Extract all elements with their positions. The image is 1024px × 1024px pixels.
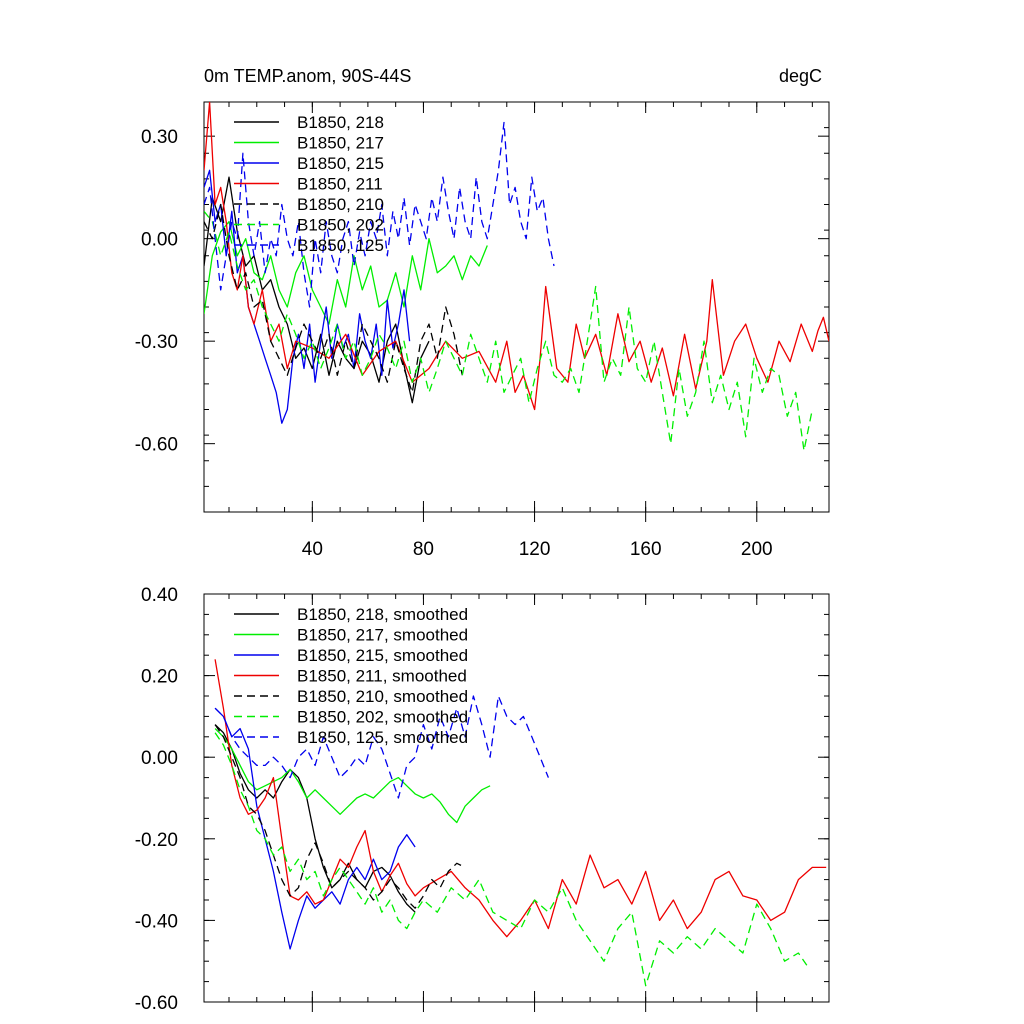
y-tick-label: -0.30	[135, 332, 178, 353]
y-tick-label: -0.20	[135, 830, 178, 851]
y-tick-label: -0.40	[135, 911, 178, 932]
legend-label: B1850, 211	[297, 175, 383, 194]
legend-label: B1850, 125	[297, 236, 384, 255]
y-tick-label: 0.30	[141, 127, 178, 148]
y-tick-label: 0.00	[141, 230, 178, 251]
y-tick-label: 0.00	[141, 748, 178, 769]
series-line-215	[214, 707, 416, 950]
x-tick-label: 120	[519, 539, 551, 560]
series-group	[204, 102, 829, 452]
series-line-211	[204, 102, 829, 411]
y-tick-label: -0.60	[135, 435, 178, 456]
legend-label: B1850, 218, smoothed	[297, 605, 468, 624]
chart-title: 0m TEMP.anom, 90S-44S	[204, 66, 411, 86]
y-tick-label: 0.20	[141, 667, 178, 688]
legend-label: B1850, 202	[297, 216, 384, 235]
x-tick-label: 160	[630, 539, 662, 560]
legend-label: B1850, 215	[297, 154, 384, 173]
legend-label: B1850, 217	[297, 134, 384, 153]
series-line-125	[214, 695, 550, 799]
series-line-218	[214, 724, 416, 913]
top-panel: 40 80 120 160 200 0.30 0.00 -0.30 -0.60 B1850, 21…	[135, 101, 830, 560]
bottom-panel: 0.40 0.20 0.00 -0.20 -0.40 -0.60 B1850, 218, s…	[135, 585, 830, 1014]
legend-label: B1850, 211, smoothed	[297, 667, 467, 686]
legend-label: B1850, 217, smoothed	[297, 626, 468, 645]
chart-units: degC	[779, 66, 822, 86]
series-group	[214, 659, 827, 987]
legend-label: B1850, 125, smoothed	[297, 728, 468, 747]
series-line-217	[204, 220, 488, 325]
x-tick-label: 80	[413, 539, 434, 560]
series-line-125	[204, 121, 555, 308]
series-line-202	[204, 210, 813, 452]
series-line-202	[214, 732, 808, 987]
x-tick-label: 200	[741, 539, 773, 560]
legend-label: B1850, 202, smoothed	[297, 708, 468, 727]
legend-label: B1850, 218	[297, 113, 384, 132]
legend-label: B1850, 215, smoothed	[297, 646, 468, 665]
y-tick-label: 0.40	[141, 585, 178, 606]
series-line-217	[214, 728, 491, 824]
legend-label: B1850, 210, smoothed	[297, 687, 468, 706]
legend-label: B1850, 210	[297, 195, 384, 214]
series-line-210	[214, 724, 466, 909]
y-tick-label: -0.60	[135, 993, 178, 1014]
series-line-210	[204, 203, 463, 394]
x-tick-label: 40	[302, 539, 323, 560]
